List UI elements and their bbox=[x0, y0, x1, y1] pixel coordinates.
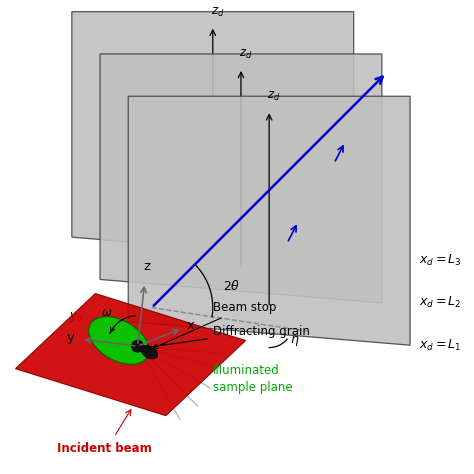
Circle shape bbox=[131, 340, 144, 352]
Text: $\omega$: $\omega$ bbox=[101, 306, 113, 319]
Ellipse shape bbox=[141, 346, 158, 359]
Text: y: y bbox=[66, 331, 74, 344]
Polygon shape bbox=[16, 293, 246, 416]
Text: $z_d$: $z_d$ bbox=[239, 48, 252, 61]
Text: $y_d$: $y_d$ bbox=[69, 310, 84, 324]
Polygon shape bbox=[128, 96, 410, 345]
Text: Beam stop: Beam stop bbox=[153, 301, 276, 348]
Polygon shape bbox=[100, 54, 382, 303]
Text: $2\theta$: $2\theta$ bbox=[223, 279, 241, 292]
Text: Diffracting grain: Diffracting grain bbox=[144, 325, 310, 350]
Text: $x_d = L_3$: $x_d = L_3$ bbox=[419, 253, 462, 268]
Text: $x_d = L_1$: $x_d = L_1$ bbox=[419, 337, 462, 353]
Polygon shape bbox=[72, 12, 354, 261]
Text: x: x bbox=[187, 319, 195, 331]
Text: $\eta$: $\eta$ bbox=[290, 334, 300, 347]
Text: Illuminated
sample plane: Illuminated sample plane bbox=[213, 364, 292, 394]
Ellipse shape bbox=[89, 317, 149, 365]
Text: $z_d$: $z_d$ bbox=[211, 6, 224, 19]
Text: Incident beam: Incident beam bbox=[57, 442, 152, 455]
Text: $x_d = L_2$: $x_d = L_2$ bbox=[419, 295, 462, 310]
Text: $z_d$: $z_d$ bbox=[267, 90, 281, 103]
Text: z: z bbox=[144, 260, 151, 273]
